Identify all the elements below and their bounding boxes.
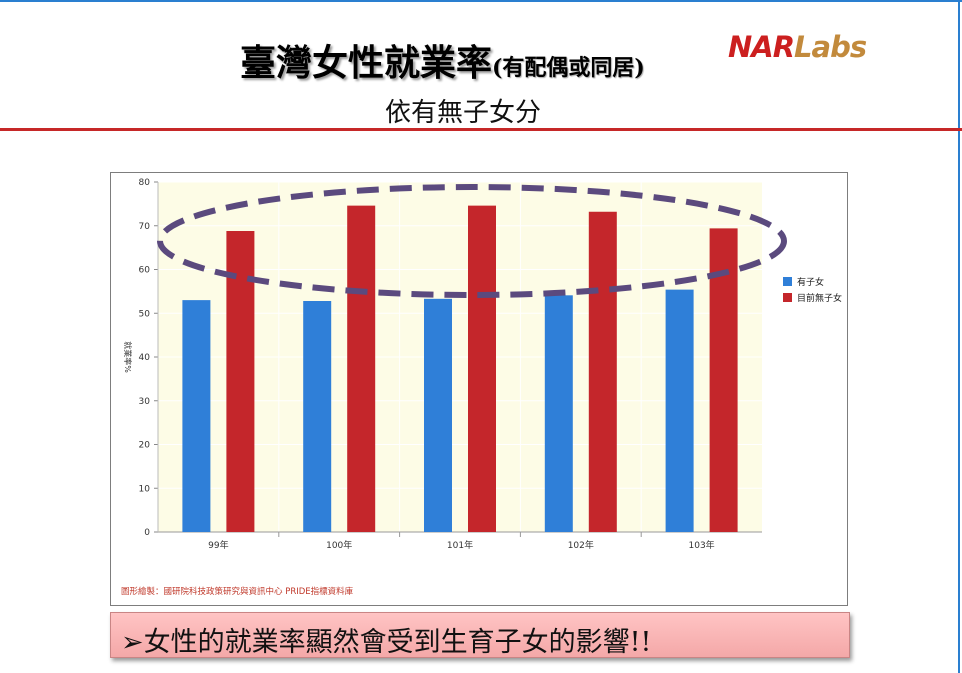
bar-with-children (665, 289, 694, 532)
bar-no-children (468, 205, 496, 532)
logo-nar: NAR (728, 30, 795, 64)
bar-no-children (588, 211, 617, 532)
bar-chart: 0 10 20 30 40 50 60 70 80 99年 100年 101年 102年 103年 就業率%… (123, 178, 842, 551)
page-subtitle: 依有無子女分 (385, 98, 542, 128)
y-tick-label: 20 (139, 441, 151, 451)
y-tick-label: 30 (139, 397, 151, 407)
highlight-ellipse (157, 184, 787, 298)
bar-with-children (544, 295, 573, 532)
legend-swatch (783, 293, 792, 302)
x-tick-label: 100年 (326, 539, 352, 551)
page-title: 臺灣女性就業率(有配偶或同居) (240, 34, 645, 86)
bar-with-children (424, 298, 452, 532)
y-tick-label: 0 (144, 528, 150, 538)
y-tick-label: 60 (139, 266, 151, 276)
conclusion-text: ➢女性的就業率顯然會受到生育子女的影響!! (121, 620, 651, 659)
right-border-line (958, 0, 960, 673)
y-tick-label: 70 (139, 222, 151, 232)
conclusion-message: 女性的就業率顯然會受到生育子女的影響!! (143, 627, 652, 658)
bar-no-children (347, 205, 376, 532)
title-divider (0, 128, 962, 131)
x-tick-label: 103年 (689, 539, 715, 551)
legend-label: 有子女 (797, 276, 824, 288)
y-tick-label: 50 (139, 309, 151, 319)
title-main: 臺灣女性就業率 (240, 42, 493, 84)
title-paren: (有配偶或同居) (492, 55, 645, 81)
conclusion-box: ➢女性的就業率顯然會受到生育子女的影響!! (110, 612, 850, 658)
narlabs-logo: NARLabs (728, 30, 867, 64)
x-tick-label: 102年 (568, 539, 594, 551)
y-tick-label: 40 (139, 353, 151, 363)
chart-container: 0 10 20 30 40 50 60 70 80 99年 100年 101年 102年 103年 就業率%… (110, 172, 848, 606)
legend-label: 目前無子女 (797, 292, 842, 304)
arrow-bullet-icon: ➢ (121, 627, 144, 658)
x-tick-label: 101年 (447, 539, 473, 551)
chart-credit: 圖形繪製：國研院科技政策研究與資訊中心 PRIDE指標資料庫 (121, 587, 354, 597)
logo-labs: Labs (794, 30, 867, 64)
bar-with-children (182, 300, 211, 532)
top-border-line (0, 0, 962, 2)
bar-with-children (303, 301, 332, 532)
y-axis-label: 就業率% (123, 341, 133, 373)
bar-no-children (709, 228, 738, 532)
y-tick-label: 80 (139, 178, 151, 188)
legend-swatch (783, 277, 792, 286)
x-tick-label: 99年 (208, 539, 228, 551)
y-tick-label: 10 (139, 484, 151, 494)
